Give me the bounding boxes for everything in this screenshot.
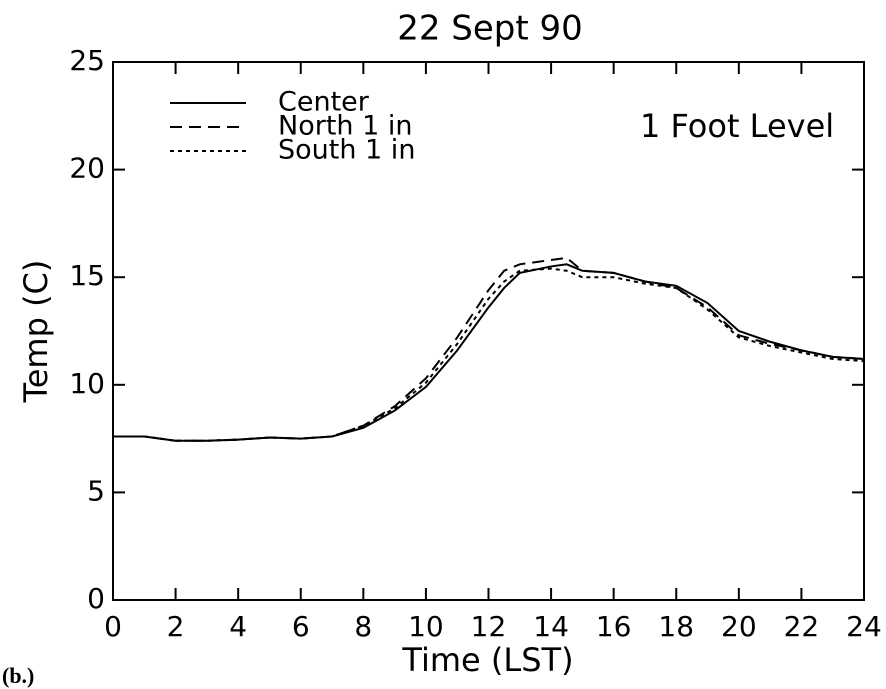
x-tick-label: 14	[533, 610, 569, 643]
x-tick-label: 24	[846, 610, 882, 643]
x-tick-label: 20	[721, 610, 757, 643]
y-tick-label: 5	[87, 474, 105, 507]
x-tick-label: 22	[784, 610, 820, 643]
x-axis-label: Time (LST)	[401, 641, 573, 679]
y-tick-label: 10	[69, 367, 105, 400]
legend-label: North 1 in	[278, 111, 412, 142]
y-tick-label: 20	[69, 152, 105, 185]
y-tick-label: 0	[87, 582, 105, 615]
y-tick-label: 25	[69, 44, 105, 77]
panel-label: (b.)	[2, 663, 34, 688]
x-tick-label: 6	[292, 610, 310, 643]
annotation: 1 Foot Level	[640, 107, 834, 145]
legend-label: Center	[278, 87, 370, 118]
series-line	[113, 256, 865, 442]
chart-title: 22 Sept 90	[397, 9, 583, 49]
x-tick-label: 2	[167, 610, 185, 643]
x-tick-label: 4	[229, 610, 247, 643]
x-tick-label: 18	[658, 610, 694, 643]
series-line	[113, 267, 865, 442]
x-tick-label: 12	[471, 610, 507, 643]
x-tick-label: 8	[354, 610, 372, 643]
x-tick-label: 10	[408, 610, 444, 643]
y-tick-label: 15	[69, 259, 105, 292]
legend-label: South 1 in	[278, 135, 415, 166]
x-tick-label: 0	[104, 610, 122, 643]
x-tick-label: 16	[596, 610, 632, 643]
y-axis-label: Temp (C)	[17, 260, 55, 404]
